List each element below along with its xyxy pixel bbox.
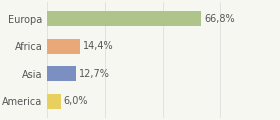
Bar	[47, 66, 76, 81]
Text: 6,0%: 6,0%	[64, 96, 88, 106]
Text: 14,4%: 14,4%	[83, 41, 114, 51]
Bar	[47, 39, 80, 54]
Text: 66,8%: 66,8%	[204, 14, 235, 24]
Bar	[47, 94, 61, 109]
Text: 12,7%: 12,7%	[79, 69, 110, 79]
Bar	[47, 11, 201, 26]
